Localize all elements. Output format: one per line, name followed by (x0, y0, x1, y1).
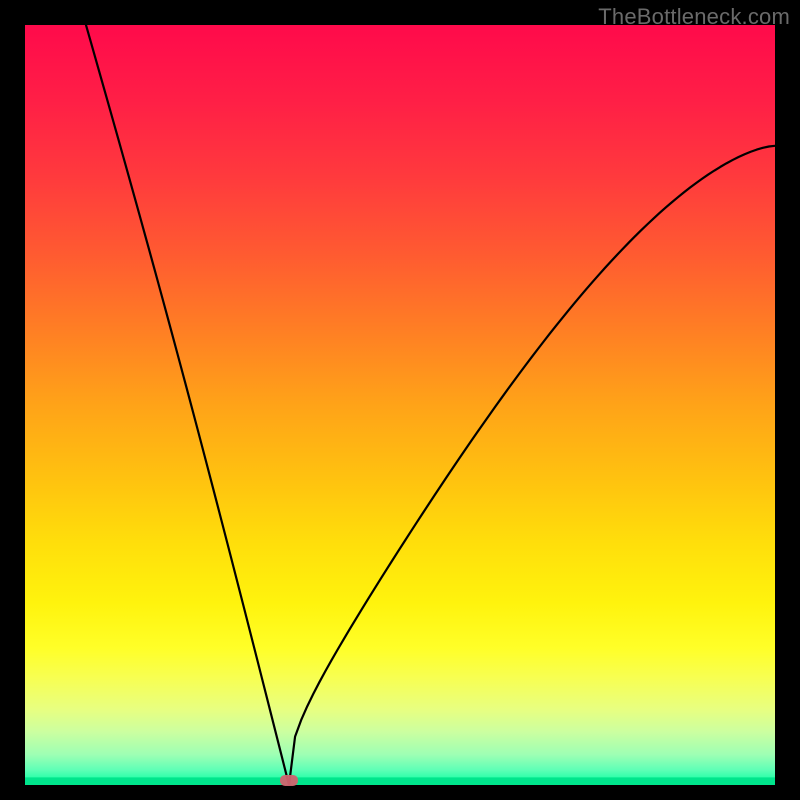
watermark-text: TheBottleneck.com (598, 4, 790, 30)
chart-svg (0, 0, 800, 800)
chart-root: TheBottleneck.com (0, 0, 800, 800)
plot-area (25, 25, 775, 785)
bottom-band (25, 777, 775, 785)
min-marker (280, 775, 298, 786)
